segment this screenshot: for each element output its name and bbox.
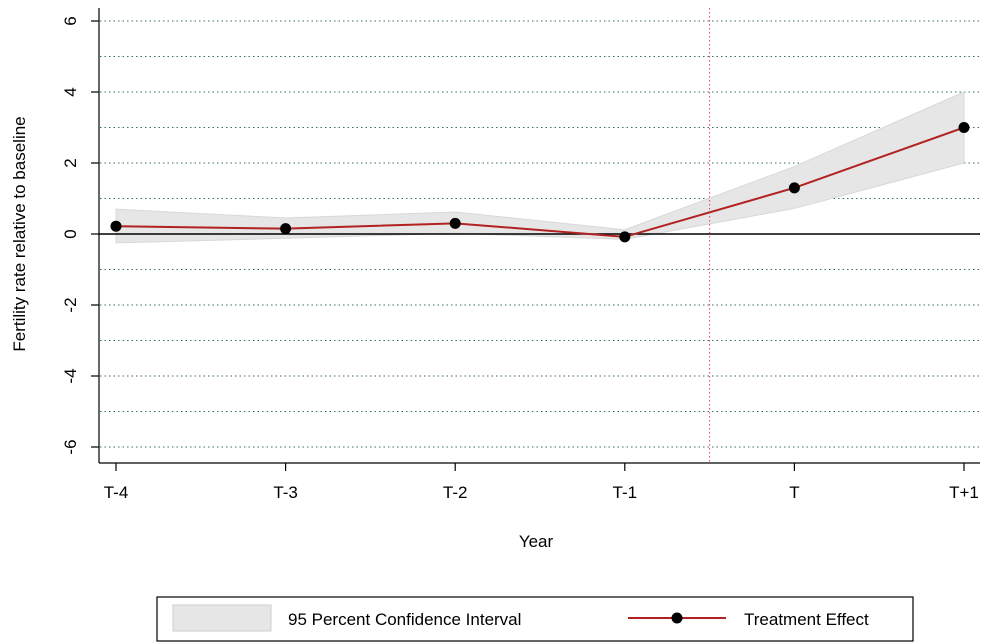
- legend-ci-swatch: [172, 604, 272, 632]
- x-tick-label: T: [789, 483, 799, 502]
- legend-box: [156, 596, 914, 642]
- y-tick-label: 6: [61, 16, 80, 25]
- data-point: [619, 231, 631, 243]
- y-tick-label: -6: [61, 439, 80, 454]
- ci-band: [115, 91, 965, 244]
- x-tick-label: T-4: [104, 483, 129, 502]
- y-axis-label: Fertility rate relative to baseline: [10, 116, 29, 351]
- legend: 95 Percent Confidence Interval Treatment…: [156, 596, 914, 642]
- data-point: [788, 182, 800, 194]
- y-tick-label: -4: [61, 368, 80, 383]
- y-tick-label: 4: [61, 87, 80, 96]
- x-tick-label: T+1: [949, 483, 979, 502]
- data-point: [958, 122, 970, 133]
- treatment-effect-line: [115, 126, 965, 238]
- legend-ci-label: 95 Percent Confidence Interval: [288, 610, 521, 629]
- legend-series-marker: [671, 612, 683, 624]
- y-tick-label: 0: [61, 229, 80, 238]
- axes: -6 -4 -2 0 2 4 6 T-4 T-3 T-2 T-1 T T+1: [61, 8, 980, 502]
- x-tick-label: T-3: [273, 483, 298, 502]
- legend-series-label: Treatment Effect: [744, 610, 869, 629]
- x-tick-label: T-2: [443, 483, 468, 502]
- data-point: [449, 217, 461, 229]
- reference-lines: [99, 8, 980, 463]
- y-tick-label: -2: [61, 297, 80, 312]
- x-tick-label: T-1: [613, 483, 638, 502]
- x-axis-label: Year: [519, 532, 554, 551]
- confidence-band: [115, 91, 965, 244]
- data-point: [280, 223, 292, 235]
- series-layer: [110, 122, 970, 243]
- data-point: [110, 220, 122, 232]
- y-tick-label: 2: [61, 158, 80, 167]
